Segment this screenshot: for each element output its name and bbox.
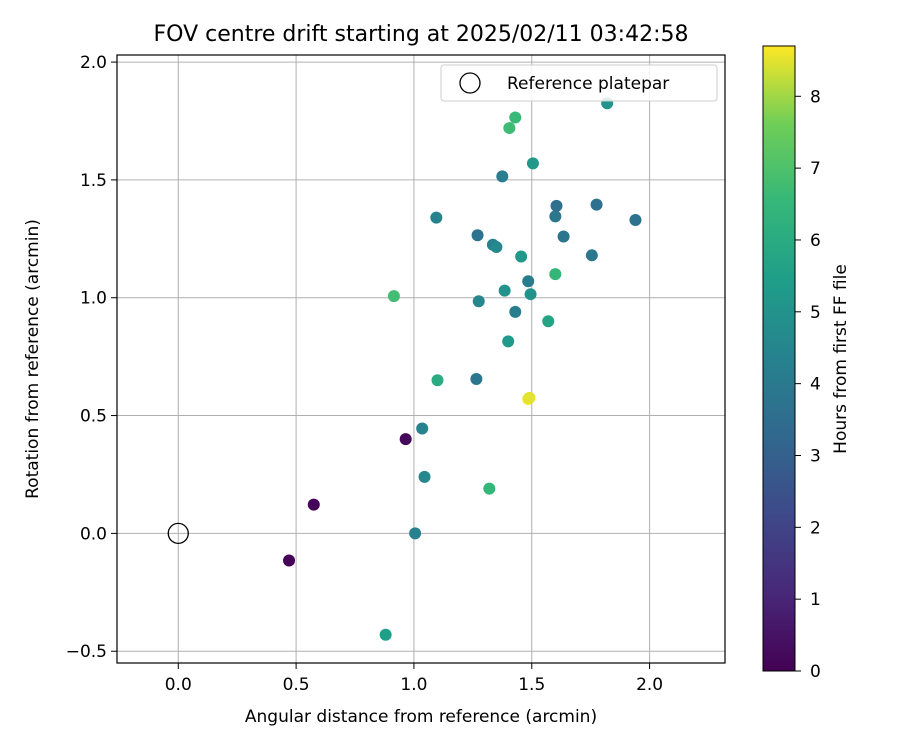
plot-area: 0.0 0.5 1.0 1.5 2.0 −0.5 0.0 0.5 1.0 1.5 2.0 [66, 53, 726, 695]
legend-entry: Reference platepar [507, 74, 669, 94]
data-point [416, 422, 429, 435]
x-axis-label: Angular distance from reference (arcmin) [245, 707, 597, 727]
y-axis-label: Rotation from reference (arcmin) [23, 219, 43, 499]
data-point [523, 391, 536, 404]
legend: Reference platepar [440, 64, 718, 102]
y-tick-label: 1.5 [80, 171, 107, 191]
data-point [430, 211, 443, 224]
data-point [496, 170, 509, 183]
data-point [399, 433, 412, 446]
data-point [307, 498, 320, 511]
data-point [524, 288, 537, 301]
chart-title: FOV centre drift starting at 2025/02/11 … [154, 22, 689, 47]
data-point [557, 230, 570, 243]
y-tick-label: 0.0 [80, 524, 107, 544]
plot-frame [116, 54, 726, 664]
y-axis-ticks: −0.5 0.0 0.5 1.0 1.5 2.0 [66, 53, 117, 662]
grid [117, 55, 725, 663]
data-point [502, 335, 515, 348]
colorbar-tick-label: 8 [810, 87, 821, 107]
data-point [470, 373, 483, 386]
colorbar-ticks: 0 1 2 3 4 5 6 7 8 [795, 87, 821, 682]
data-point [509, 305, 522, 318]
colorbar-tick-label: 2 [810, 518, 821, 538]
data-point [503, 122, 516, 135]
colorbar-tick-label: 7 [810, 159, 821, 179]
legend-marker-icon [459, 72, 481, 94]
data-point [387, 290, 400, 303]
reference-platepar-marker [167, 522, 189, 545]
data-point [515, 250, 528, 263]
colorbar-gradient [762, 45, 796, 672]
y-tick-label: 2.0 [80, 53, 107, 73]
data-point [590, 198, 603, 211]
x-tick-label: 2.0 [636, 675, 663, 695]
data-point [418, 470, 431, 483]
colorbar-tick-label: 3 [810, 446, 821, 466]
x-tick-label: 0.0 [165, 675, 192, 695]
colorbar-tick-label: 1 [810, 590, 821, 610]
data-point [542, 315, 555, 328]
data-point [431, 374, 444, 387]
x-tick-label: 1.5 [518, 675, 545, 695]
data-point [379, 628, 392, 641]
data-point [509, 111, 522, 124]
colorbar-tick-label: 5 [810, 303, 821, 323]
y-tick-label: 1.0 [80, 289, 107, 309]
data-point [498, 284, 511, 297]
data-point [409, 527, 422, 540]
data-point [549, 210, 562, 223]
data-point [550, 199, 563, 212]
x-tick-label: 1.0 [400, 675, 427, 695]
data-point [549, 268, 562, 281]
colorbar-label: Hours from first FF file [831, 264, 851, 454]
data-point [283, 554, 296, 567]
data-point [471, 229, 484, 242]
colorbar-tick-label: 6 [810, 231, 821, 251]
data-point [472, 295, 485, 308]
legend-box [440, 64, 718, 102]
y-tick-label: 0.5 [80, 407, 107, 427]
colorbar: 0 1 2 3 4 5 6 7 8 Hours from first FF file [762, 45, 851, 682]
data-point [522, 275, 535, 288]
data-points [283, 97, 642, 641]
y-tick-label: −0.5 [66, 642, 107, 662]
data-point [585, 249, 598, 262]
x-tick-label: 0.5 [283, 675, 310, 695]
data-point [490, 241, 503, 254]
colorbar-tick-label: 0 [810, 662, 821, 682]
data-point [629, 213, 642, 226]
x-axis-ticks: 0.0 0.5 1.0 1.5 2.0 [165, 663, 663, 695]
data-point [483, 482, 496, 495]
colorbar-tick-label: 4 [810, 375, 821, 395]
data-point [526, 157, 539, 170]
